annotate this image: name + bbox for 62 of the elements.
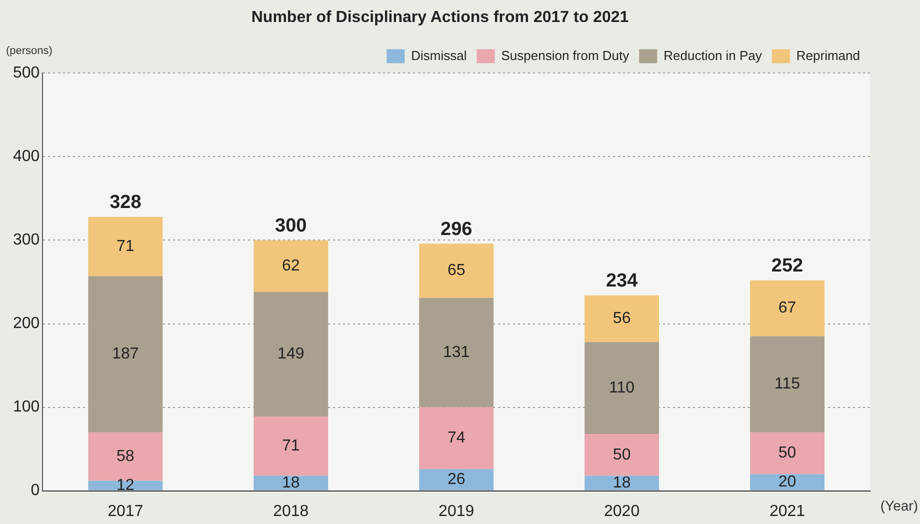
- data-label: 110: [609, 379, 635, 396]
- bar: [88, 276, 163, 432]
- x-tick-label: 2018: [273, 502, 309, 520]
- bar: [254, 416, 328, 476]
- x-axis-title: (Year): [880, 498, 918, 514]
- x-tick-label: 2020: [604, 502, 640, 520]
- legend-label: Dismissal: [411, 48, 467, 63]
- data-label: 115: [774, 376, 800, 393]
- legend-label: Reprimand: [796, 48, 860, 63]
- chart-title: Number of Disciplinary Actions from 2017 to 2021: [251, 9, 629, 26]
- x-tick-label: 2019: [438, 502, 474, 520]
- legend-label: Reduction in Pay: [664, 48, 762, 63]
- bar: [584, 434, 660, 476]
- bar: [88, 216, 163, 276]
- data-label: 187: [112, 346, 139, 363]
- bar: [750, 432, 824, 474]
- data-label: 58: [116, 448, 134, 465]
- bar: [584, 476, 660, 490]
- data-label: 65: [447, 262, 466, 280]
- bar: [419, 244, 494, 298]
- data-label: 62: [282, 258, 300, 275]
- data-label: 149: [278, 346, 304, 363]
- y-tick-label: 200: [12, 315, 40, 332]
- data-label: 74: [447, 430, 466, 447]
- data-label: 56: [612, 310, 631, 328]
- bar: [254, 240, 328, 292]
- bar: [88, 480, 163, 490]
- y-tick-label: 0: [30, 482, 40, 500]
- data-label: 12: [116, 476, 134, 494]
- total-label: 300: [275, 215, 307, 236]
- bar: [254, 476, 328, 490]
- total-label: 328: [110, 192, 142, 214]
- total-label: 252: [771, 256, 804, 277]
- bar: [750, 474, 824, 490]
- data-label: 131: [442, 344, 470, 361]
- x-tick-label: 2017: [108, 502, 144, 520]
- y-tick-label: 500: [12, 64, 40, 82]
- y-tick-label: 300: [12, 232, 40, 249]
- x-tick-label: 2021: [769, 502, 806, 520]
- data-label: 20: [778, 474, 796, 491]
- data-label: 18: [612, 474, 631, 492]
- bar: [750, 280, 824, 336]
- y-axis-title: (persons): [6, 45, 52, 58]
- bar: [419, 298, 494, 408]
- data-label: 67: [778, 300, 796, 317]
- data-label: 71: [282, 438, 300, 455]
- bar: [419, 469, 494, 490]
- total-label: 234: [606, 270, 638, 292]
- bar: [584, 295, 660, 342]
- bar: [419, 407, 494, 470]
- legend-label: Suspension from Duty: [501, 48, 630, 63]
- data-label: 50: [612, 446, 631, 464]
- y-tick-label: 400: [12, 148, 40, 166]
- bar: [584, 342, 660, 434]
- data-label: 71: [116, 238, 134, 255]
- data-label: 50: [778, 444, 796, 462]
- data-label: 18: [282, 474, 300, 492]
- total-label: 296: [440, 218, 472, 240]
- data-label: 26: [447, 471, 466, 488]
- bar: [254, 292, 328, 416]
- bar: [750, 336, 824, 432]
- y-tick-label: 100: [12, 398, 40, 416]
